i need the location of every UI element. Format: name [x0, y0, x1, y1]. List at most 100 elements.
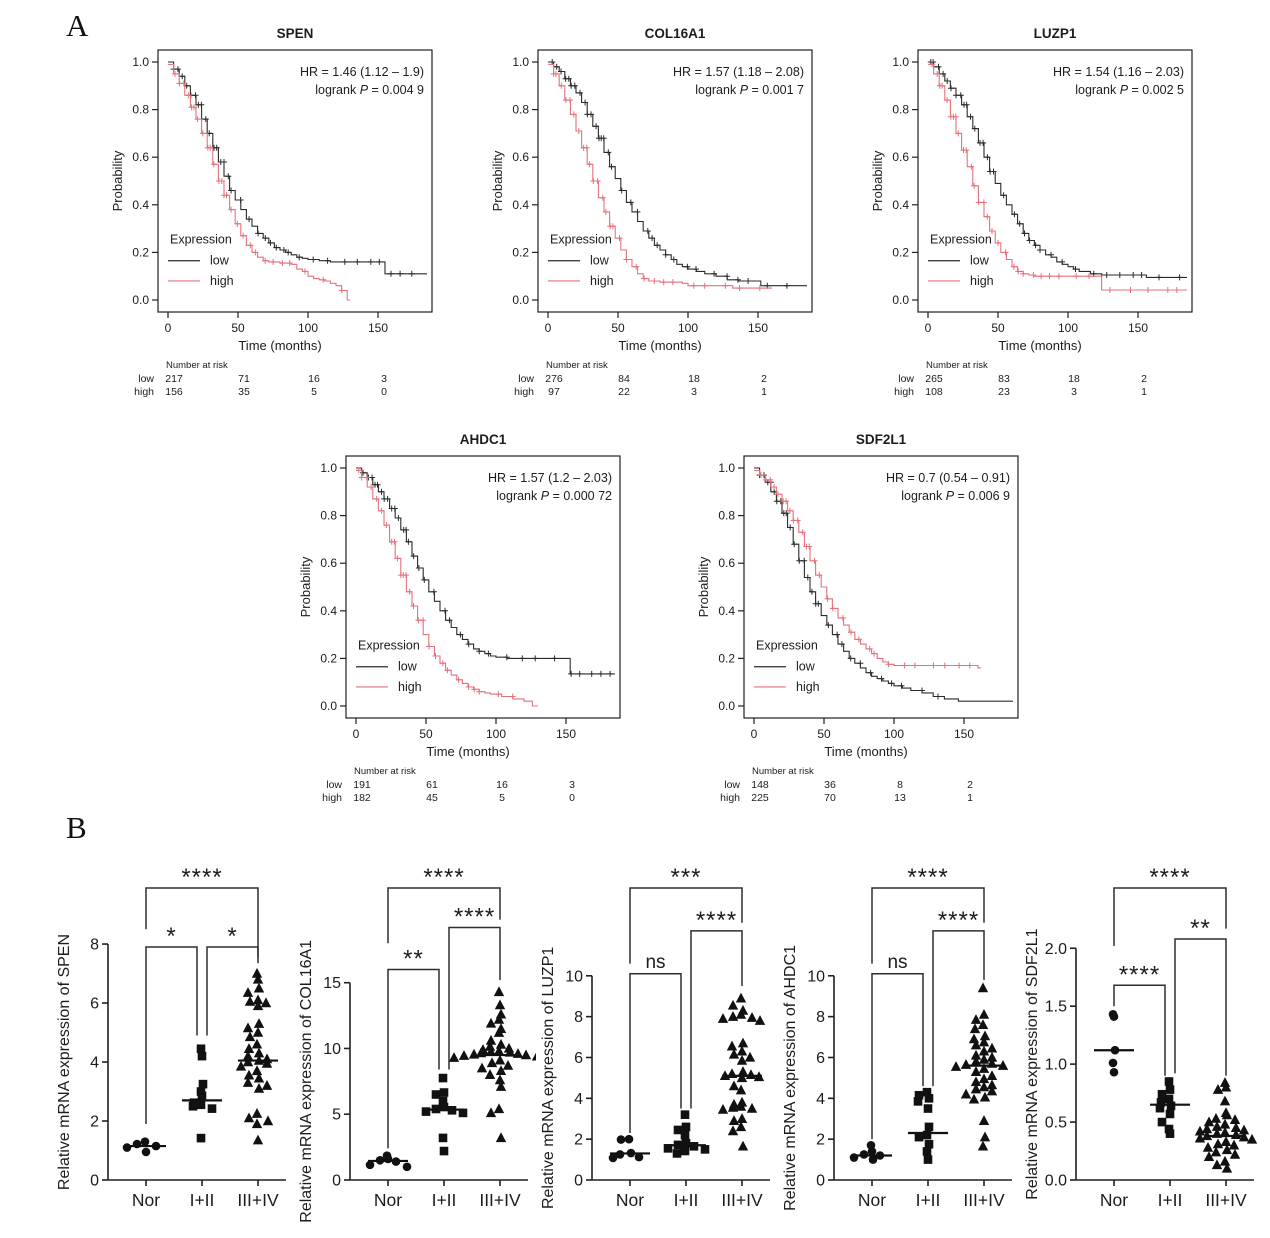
- data-point: [736, 1045, 748, 1056]
- data-point: [1229, 1148, 1241, 1159]
- data-point: [968, 1093, 980, 1104]
- svg-text:1.0: 1.0: [132, 55, 149, 69]
- data-point: [1212, 1138, 1224, 1149]
- data-point: [251, 967, 263, 978]
- svg-text:4: 4: [90, 1055, 99, 1072]
- data-point: [458, 1108, 468, 1118]
- risk-value: 1: [761, 386, 767, 398]
- data-point: [970, 1049, 982, 1060]
- data-point: [717, 1013, 729, 1023]
- svg-text:0.2: 0.2: [718, 651, 735, 665]
- svg-text:150: 150: [954, 727, 974, 741]
- data-point: [1221, 1109, 1233, 1120]
- data-point: [1165, 1129, 1175, 1138]
- data-point: [253, 1047, 265, 1058]
- data-point: [978, 1081, 990, 1092]
- svg-text:Expression: Expression: [550, 232, 612, 246]
- risk-value: 45: [426, 792, 438, 804]
- risk-row-label-high: high: [134, 386, 154, 398]
- data-point: [439, 1088, 449, 1097]
- data-point: [977, 1140, 989, 1151]
- significance-label: *: [227, 923, 237, 950]
- data-point: [484, 1040, 496, 1051]
- category-label-Nor: Nor: [132, 1190, 160, 1210]
- data-point: [868, 1155, 878, 1164]
- risk-table: Number at risk low 276 84 18 2 high 97 22 3 1: [514, 360, 767, 398]
- svg-text:4: 4: [574, 1091, 583, 1108]
- data-point: [122, 1143, 132, 1152]
- censor-marks-high: [355, 467, 516, 700]
- survival-curve-high: [547, 63, 772, 292]
- svg-text:0.4: 0.4: [512, 198, 529, 212]
- km-legend: Expression low high: [168, 232, 234, 288]
- risk-value: 265: [925, 373, 943, 385]
- svg-text:0: 0: [332, 1173, 341, 1190]
- data-point: [663, 1144, 673, 1153]
- plot-frame: [917, 49, 1193, 313]
- data-point: [986, 1079, 998, 1090]
- data-point: [1219, 1126, 1231, 1137]
- data-point: [1155, 1103, 1165, 1113]
- data-point: [468, 1048, 480, 1059]
- data-point: [198, 1079, 208, 1089]
- svg-text:0.2: 0.2: [892, 245, 909, 259]
- data-point: [673, 1125, 683, 1135]
- svg-text:0.2: 0.2: [320, 651, 337, 665]
- risk-value: 2: [967, 779, 973, 791]
- censor-marks-high: [758, 472, 973, 669]
- risk-value: 191: [353, 779, 371, 791]
- data-point: [736, 1113, 748, 1123]
- significance-label: ****: [938, 907, 979, 934]
- data-point: [1219, 1095, 1231, 1106]
- scatter-ylabel: Relative mRNA expression of AHDC1: [782, 945, 799, 1211]
- data-point: [735, 1009, 747, 1019]
- data-point: [243, 1043, 255, 1053]
- svg-text:0.6: 0.6: [512, 150, 529, 164]
- data-point: [1201, 1123, 1213, 1134]
- scatter-axes: 0 2 4 6 8 Nor I+II III+IV Relative mRNA expressi…: [56, 934, 286, 1210]
- risk-table-header: Number at risk: [546, 360, 608, 371]
- data-point: [922, 1130, 932, 1140]
- risk-value: 276: [545, 373, 563, 385]
- data-point: [728, 1080, 740, 1091]
- km-ylabel: Probability: [110, 150, 125, 211]
- data-point: [913, 1097, 923, 1106]
- survival-curve-high: [167, 63, 350, 301]
- data-point: [727, 1101, 739, 1112]
- scatter-group-Nor: [365, 1151, 412, 1172]
- legend-label-low: low: [398, 660, 418, 674]
- scatter-group-III+IV: [717, 992, 766, 1151]
- risk-value: 217: [165, 373, 183, 385]
- panel-a-label: A: [66, 8, 89, 43]
- data-point: [1220, 1081, 1232, 1092]
- category-label-Nor: Nor: [374, 1190, 402, 1210]
- risk-value: 23: [998, 386, 1010, 398]
- svg-text:1.0: 1.0: [892, 55, 909, 69]
- significance-label: **: [1190, 915, 1211, 942]
- km-legend: Expression low high: [548, 232, 614, 288]
- km-plot-col16a1: COL16A1 0.0 0.2 0.4 0.6 0.8 1.0 0 50 100 150 Probab…: [490, 26, 813, 398]
- risk-value: 71: [238, 373, 250, 385]
- data-point: [727, 999, 739, 1010]
- data-point: [735, 1121, 747, 1132]
- data-point: [1194, 1132, 1206, 1143]
- risk-value: 1: [1141, 386, 1147, 398]
- svg-text:Expression: Expression: [170, 232, 232, 246]
- risk-row-label-low: low: [326, 779, 342, 791]
- data-point: [502, 1059, 514, 1070]
- plot-frame: [537, 49, 813, 313]
- data-point: [196, 1100, 206, 1110]
- risk-row-label-high: high: [720, 792, 740, 804]
- data-point: [252, 1000, 264, 1011]
- svg-text:2: 2: [574, 1132, 583, 1149]
- data-point: [485, 1034, 497, 1045]
- significance-bracket: ns: [871, 952, 924, 1140]
- data-point: [970, 1083, 982, 1094]
- km-xlabel: Time (months): [426, 744, 509, 759]
- significance-bracket: *: [206, 923, 259, 1036]
- data-point: [735, 1084, 747, 1095]
- data-point: [242, 987, 254, 997]
- svg-text:0: 0: [353, 727, 360, 741]
- data-point: [700, 1145, 710, 1154]
